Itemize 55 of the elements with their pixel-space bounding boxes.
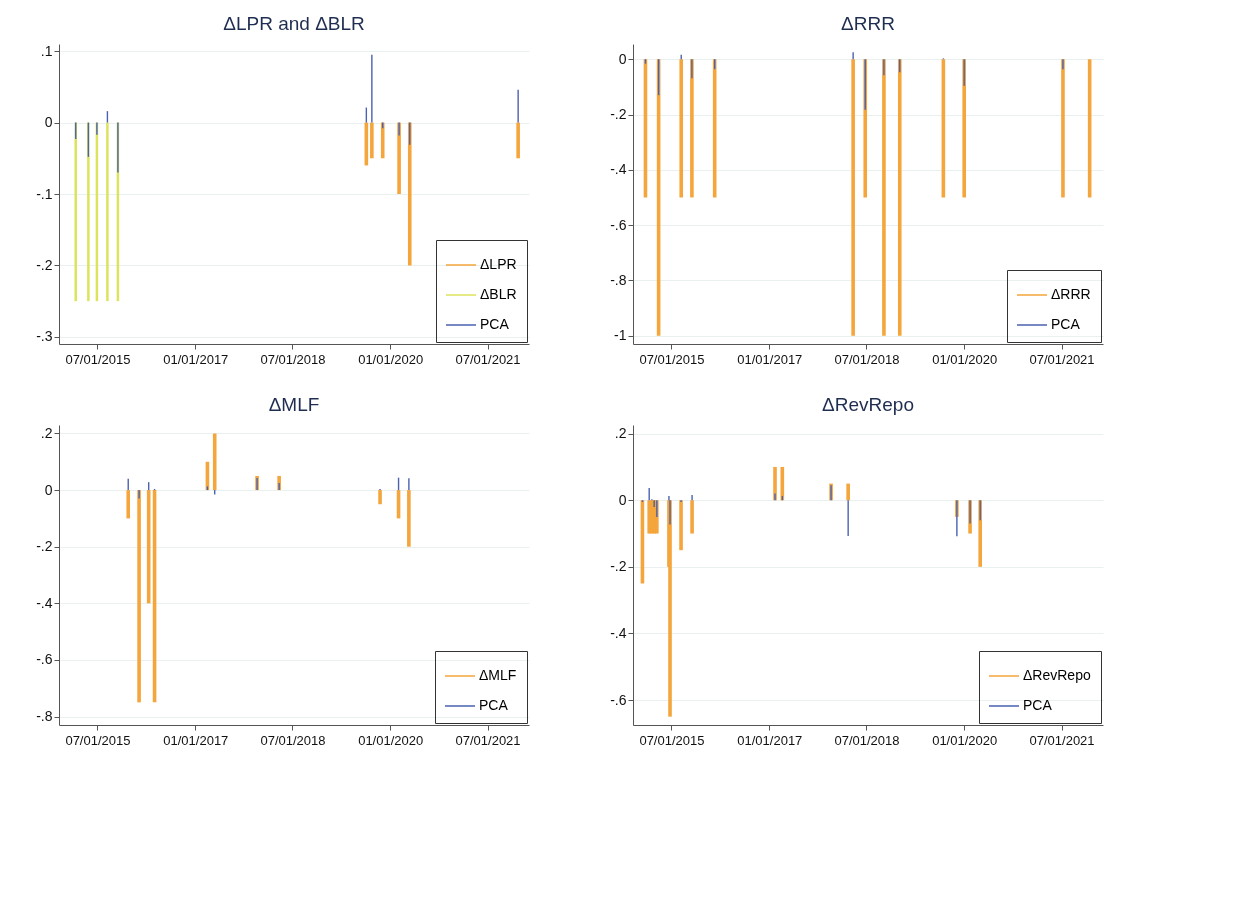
y-tick-label: -.6: [36, 651, 53, 668]
y-tick-label: .2: [40, 424, 53, 441]
legend-label: PCA: [1023, 697, 1053, 713]
legend-label: ΔLPR: [480, 256, 517, 272]
x-tick-label: 07/01/2015: [639, 732, 705, 748]
chart-title: ΔLPR and ΔBLR: [223, 13, 365, 34]
y-tick-label: .1: [40, 42, 53, 59]
y-tick-label: -.6: [610, 216, 627, 233]
x-tick-label: 07/01/2015: [639, 351, 705, 367]
x-tick-label: 01/01/2017: [737, 351, 803, 367]
y-tick-label: -.2: [36, 256, 53, 273]
y-tick-label: -.1: [36, 185, 53, 202]
x-tick-label: 07/01/2021: [455, 732, 521, 748]
y-tick-label: 0: [44, 481, 53, 498]
x-tick-label: 07/01/2015: [65, 351, 131, 367]
x-tick-label: 07/01/2018: [260, 732, 326, 748]
legend-label: ΔRRR: [1051, 286, 1091, 302]
legend-label: PCA: [1051, 316, 1081, 332]
x-tick-label: 01/01/2020: [358, 351, 424, 367]
x-tick-label: 01/01/2020: [932, 732, 998, 748]
y-tick-label: 0: [44, 114, 53, 131]
legend-label: ΔMLF: [479, 667, 517, 683]
legend-label: PCA: [479, 697, 509, 713]
x-tick-label: 07/01/2021: [1029, 351, 1095, 367]
y-tick-label: -.3: [36, 328, 53, 345]
y-tick-label: -.6: [610, 691, 627, 708]
chart-title: ΔMLF: [268, 394, 320, 415]
x-tick-label: 07/01/2021: [1029, 732, 1095, 748]
y-tick-label: 0: [618, 491, 627, 508]
x-tick-label: 01/01/2017: [163, 732, 229, 748]
x-tick-label: 07/01/2018: [834, 351, 900, 367]
legend-label: ΔRevRepo: [1023, 667, 1091, 683]
legend-label: PCA: [480, 316, 510, 332]
y-tick-label: -.4: [610, 161, 627, 178]
x-tick-label: 01/01/2017: [737, 732, 803, 748]
x-tick-label: 01/01/2020: [358, 732, 424, 748]
y-tick-label: -.2: [610, 106, 627, 123]
y-tick-label: -.2: [36, 538, 53, 555]
x-tick-label: 07/01/2015: [65, 732, 131, 748]
y-tick-label: -.8: [610, 271, 627, 288]
y-tick-label: .2: [614, 425, 627, 442]
x-tick-label: 07/01/2018: [834, 732, 900, 748]
x-tick-label: 01/01/2017: [163, 351, 229, 367]
chart-title: ΔRRR: [841, 13, 895, 34]
x-tick-label: 07/01/2018: [260, 351, 326, 367]
chart-title: ΔRevRepo: [822, 394, 914, 415]
y-tick-label: 0: [618, 50, 627, 67]
y-tick-label: -.4: [610, 624, 627, 641]
y-tick-label: -.4: [36, 594, 53, 611]
x-tick-label: 01/01/2020: [932, 351, 998, 367]
y-tick-label: -1: [614, 327, 627, 344]
legend-label: ΔBLR: [480, 286, 517, 302]
y-tick-label: -.8: [36, 708, 53, 725]
y-tick-label: -.2: [610, 558, 627, 575]
x-tick-label: 07/01/2021: [455, 351, 521, 367]
